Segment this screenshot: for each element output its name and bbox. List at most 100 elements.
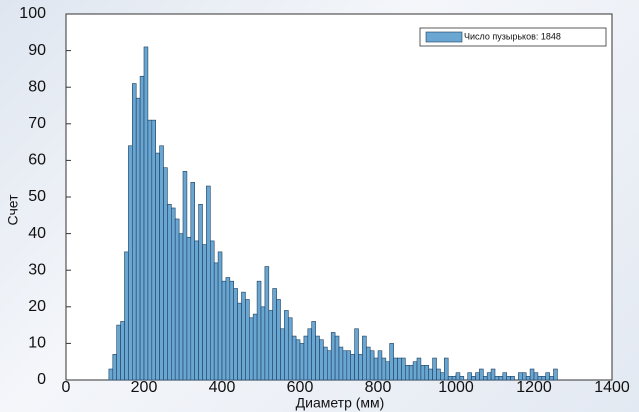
bar	[471, 376, 476, 381]
bar	[264, 266, 270, 381]
bar	[178, 233, 184, 381]
bar	[229, 280, 235, 381]
bar	[143, 46, 149, 381]
bar	[362, 335, 367, 381]
bar	[135, 97, 141, 381]
bar	[151, 119, 157, 381]
bar	[358, 354, 363, 381]
bar	[108, 368, 114, 381]
bar	[545, 372, 550, 381]
x-tick-label: 800	[365, 379, 392, 396]
x-tick-label: 1200	[516, 379, 552, 396]
bar	[393, 357, 398, 381]
bar	[128, 145, 133, 381]
bar	[451, 376, 457, 381]
x-tick-label: 400	[209, 379, 236, 396]
bar	[381, 357, 387, 381]
bar	[280, 328, 285, 381]
bar	[447, 376, 453, 381]
bar	[541, 376, 546, 381]
bar	[432, 357, 437, 381]
bar	[350, 354, 355, 381]
legend-box	[419, 27, 607, 47]
bar	[295, 339, 301, 381]
bar	[272, 288, 277, 381]
x-tick-label: 1400	[594, 379, 630, 396]
y-tick-label: 100	[19, 5, 46, 22]
x-axis-label: Диаметр (мм)	[296, 395, 385, 411]
bar	[330, 332, 336, 381]
bar	[475, 372, 480, 381]
bar	[319, 339, 324, 381]
bar	[385, 361, 390, 381]
y-axis-label: Счет	[5, 194, 21, 226]
bar	[237, 302, 242, 381]
bar	[132, 83, 137, 381]
legend-swatch	[425, 31, 463, 43]
bar	[424, 365, 429, 381]
bar	[443, 357, 449, 381]
bar	[490, 368, 496, 381]
bar	[389, 343, 394, 381]
x-tick-label: 600	[287, 379, 314, 396]
bar	[206, 185, 211, 381]
bar	[256, 280, 262, 381]
bar	[241, 291, 246, 381]
bar	[428, 368, 433, 381]
y-tick-label: 50	[28, 188, 46, 205]
bar	[291, 335, 297, 381]
bar	[420, 365, 426, 381]
y-tick-label: 70	[28, 115, 46, 132]
bar	[299, 343, 305, 381]
x-tick-label: 1000	[438, 379, 474, 396]
bar	[338, 346, 344, 381]
bar	[529, 368, 535, 381]
bar	[518, 372, 523, 381]
bar	[494, 376, 500, 381]
bar	[326, 350, 332, 381]
bar	[506, 376, 511, 381]
bar	[198, 204, 203, 381]
bar	[249, 317, 254, 381]
y-tick-label: 60	[28, 152, 46, 169]
bar	[412, 361, 418, 381]
bar	[486, 372, 492, 381]
bar	[190, 182, 196, 381]
bar	[521, 372, 527, 381]
bar	[217, 251, 223, 381]
bar	[303, 335, 309, 381]
bar	[116, 324, 121, 381]
bar	[210, 240, 215, 381]
x-tick-label: 200	[131, 379, 158, 396]
bar	[284, 310, 289, 381]
bar	[315, 335, 320, 381]
y-tick-label: 30	[28, 261, 46, 278]
y-tick-label: 0	[37, 371, 46, 388]
bar	[537, 376, 543, 381]
bar	[334, 335, 340, 381]
bar	[416, 357, 422, 381]
bar	[167, 204, 172, 381]
bar	[459, 376, 465, 381]
y-tick-label: 20	[28, 298, 46, 315]
bar	[502, 372, 507, 381]
bar	[287, 317, 293, 381]
bar	[498, 376, 504, 381]
bar	[436, 368, 441, 381]
bar	[171, 207, 176, 381]
bar	[225, 277, 231, 381]
bar	[159, 145, 164, 381]
x-tick-label: 0	[62, 379, 71, 396]
bar	[194, 240, 199, 381]
bar	[147, 119, 153, 381]
legend-label: Число пузырьков: 1848	[464, 31, 561, 41]
bar	[202, 244, 207, 381]
y-tick-label: 10	[28, 335, 46, 352]
bar	[373, 357, 379, 381]
bar	[346, 350, 351, 381]
bar	[252, 313, 258, 381]
bar	[163, 167, 168, 381]
bar	[397, 357, 402, 381]
bar	[408, 365, 414, 381]
